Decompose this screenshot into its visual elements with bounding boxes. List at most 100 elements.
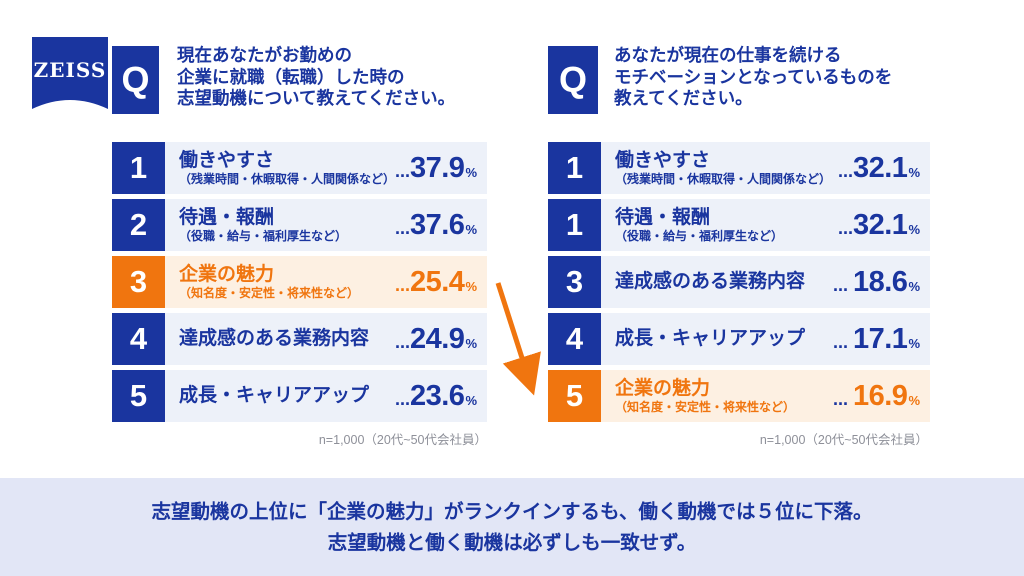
percent-value: 16.9 (852, 379, 908, 412)
ranking-row: 3 企業の魅力 （知名度・安定性・将来性など） ... 25.4 % (112, 256, 487, 308)
percent-dots: ... (394, 331, 410, 352)
percent-dots: ... (394, 160, 410, 181)
rank-badge: 2 (112, 199, 165, 251)
rank-row-labels: 達成感のある業務内容 (179, 328, 395, 350)
ranking-row: 1 働きやすさ （残業時間・休暇取得・人間関係など） ... 37.9 % (112, 142, 487, 194)
percent-value: 18.6 (852, 265, 908, 298)
rank-row-labels: 企業の魅力 （知名度・安定性・将来性など） (179, 264, 395, 301)
row-sublabel: （残業時間・休暇取得・人間関係など） (179, 171, 396, 186)
row-percent: ... 18.6 % (833, 266, 920, 299)
row-label: 企業の魅力 (615, 377, 711, 399)
percent-sign: % (908, 221, 920, 237)
percent-dots: ... (394, 388, 410, 409)
rank-badge: 3 (548, 256, 601, 308)
rank-row-content: 企業の魅力 （知名度・安定性・将来性など） ... 16.9 % (601, 370, 930, 422)
row-percent: ... 37.6 % (395, 209, 477, 242)
row-percent: ... 24.9 % (395, 323, 477, 356)
percent-dots: ... (837, 217, 853, 238)
row-sublabel: （役職・給与・福利厚生など） (179, 228, 348, 243)
row-sublabel: （残業時間・休暇取得・人間関係など） (615, 171, 832, 186)
row-label: 待遇・報酬 (179, 206, 275, 228)
percent-sign: % (465, 221, 477, 237)
rank-row-content: 働きやすさ （残業時間・休暇取得・人間関係など） ... 37.9 % (165, 142, 487, 194)
ranking-row: 1 働きやすさ （残業時間・休暇取得・人間関係など） ... 32.1 % (548, 142, 930, 194)
row-percent: ... 25.4 % (395, 266, 477, 299)
rank-row-content: 待遇・報酬 （役職・給与・福利厚生など） ... 37.6 % (165, 199, 487, 251)
rank-badge: 4 (112, 313, 165, 365)
row-percent: ... 23.6 % (395, 380, 477, 413)
percent-dots: ... (832, 331, 853, 352)
percent-value: 23.6 (409, 379, 465, 412)
ranking-row: 1 待遇・報酬 （役職・給与・福利厚生など） ... 32.1 % (548, 199, 930, 251)
row-label: 働きやすさ (179, 149, 275, 171)
percent-sign: % (908, 335, 920, 351)
percent-sign: % (908, 392, 920, 408)
rank-row-labels: 待遇・報酬 （役職・給与・福利厚生など） (615, 207, 838, 244)
rank-row-content: 成長・キャリアアップ ... 23.6 % (165, 370, 487, 422)
summary-line-2: 志望動機と働く動機は必ずしも一致せず。 (327, 531, 697, 554)
rank-badge: 3 (112, 256, 165, 308)
ranking-list-right: 1 働きやすさ （残業時間・休暇取得・人間関係など） ... 32.1 % 1 … (548, 142, 930, 427)
ranking-row: 5 成長・キャリアアップ ... 23.6 % (112, 370, 487, 422)
rank-row-content: 働きやすさ （残業時間・休暇取得・人間関係など） ... 32.1 % (601, 142, 930, 194)
percent-sign: % (908, 164, 920, 180)
rank-row-labels: 企業の魅力 （知名度・安定性・将来性など） (615, 378, 833, 415)
rank-row-labels: 達成感のある業務内容 (615, 271, 833, 293)
rank-row-labels: 待遇・報酬 （役職・給与・福利厚生など） (179, 207, 395, 244)
question-text-left: 現在あなたがお勤めの 企業に就職（転職）した時の 志望動機について教えてください… (177, 45, 456, 108)
rank-row-content: 待遇・報酬 （役職・給与・福利厚生など） ... 32.1 % (601, 199, 930, 251)
percent-sign: % (465, 164, 477, 180)
ranking-row: 2 待遇・報酬 （役職・給与・福利厚生など） ... 37.6 % (112, 199, 487, 251)
summary-line-1: 志望動機の上位に「企業の魅力」がランクインするも、働く動機では５位に下落。 (151, 500, 873, 523)
percent-value: 37.6 (409, 208, 465, 241)
ranking-row: 5 企業の魅力 （知名度・安定性・将来性など） ... 16.9 % (548, 370, 930, 422)
ranking-row: 4 成長・キャリアアップ ... 17.1 % (548, 313, 930, 365)
percent-dots: ... (832, 274, 853, 295)
rank-row-labels: 成長・キャリアアップ (615, 328, 833, 350)
row-label: 待遇・報酬 (615, 206, 711, 228)
ranking-list-left: 1 働きやすさ （残業時間・休暇取得・人間関係など） ... 37.9 % 2 … (112, 142, 487, 427)
percent-dots: ... (837, 160, 853, 181)
percent-sign: % (465, 392, 477, 408)
percent-sign: % (908, 278, 920, 294)
row-sublabel: （知名度・安定性・将来性など） (179, 285, 360, 300)
q-letter: Q (121, 59, 150, 100)
row-percent: ... 37.9 % (395, 152, 477, 185)
row-label: 成長・キャリアアップ (179, 385, 370, 406)
row-percent: ... 16.9 % (833, 380, 920, 413)
row-label: 働きやすさ (615, 149, 711, 171)
summary-banner: 志望動機の上位に「企業の魅力」がランクインするも、働く動機では５位に下落。 志望… (0, 478, 1024, 576)
row-label: 達成感のある業務内容 (179, 328, 370, 349)
footnote-left: n=1,000（20代~50代会社員） (318, 433, 487, 447)
row-label: 達成感のある業務内容 (615, 271, 806, 292)
rank-row-content: 企業の魅力 （知名度・安定性・将来性など） ... 25.4 % (165, 256, 487, 308)
percent-dots: ... (394, 217, 410, 238)
rank-badge: 5 (548, 370, 601, 422)
percent-value: 17.1 (852, 322, 908, 355)
rank-row-labels: 働きやすさ （残業時間・休暇取得・人間関係など） (179, 150, 395, 187)
rank-badge: 1 (548, 199, 601, 251)
row-label: 企業の魅力 (179, 263, 275, 285)
rank-badge: 1 (548, 142, 601, 194)
percent-value: 24.9 (409, 322, 465, 355)
percent-value: 37.9 (409, 151, 465, 184)
rank-row-content: 成長・キャリアアップ ... 17.1 % (601, 313, 930, 365)
rank-row-labels: 働きやすさ （残業時間・休暇取得・人間関係など） (615, 150, 838, 187)
row-sublabel: （知名度・安定性・将来性など） (615, 399, 796, 414)
rank-row-labels: 成長・キャリアアップ (179, 385, 395, 407)
percent-sign: % (465, 278, 477, 294)
zeiss-logo-text: ZEISS (34, 58, 107, 82)
percent-value: 32.1 (852, 151, 908, 184)
percent-dots: ... (832, 388, 853, 409)
rank-badge: 4 (548, 313, 601, 365)
row-percent: ... 32.1 % (838, 152, 920, 185)
question-text-right: あなたが現在の仕事を続ける モチベーションとなっているものを 教えてください。 (614, 45, 893, 108)
percent-value: 32.1 (852, 208, 908, 241)
percent-sign: % (465, 335, 477, 351)
rank-badge: 5 (112, 370, 165, 422)
percent-dots: ... (394, 274, 410, 295)
footnote-right: n=1,000（20代~50代会社員） (759, 433, 928, 447)
row-percent: ... 32.1 % (838, 209, 920, 242)
q-letter: Q (558, 59, 587, 100)
row-label: 成長・キャリアアップ (615, 328, 806, 349)
